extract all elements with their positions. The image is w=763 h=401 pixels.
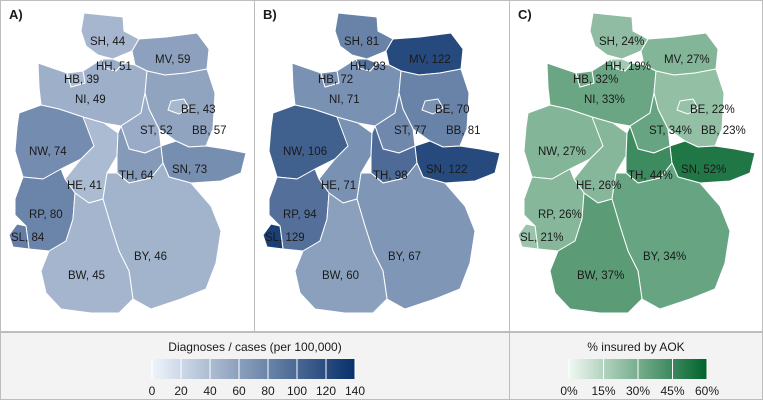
state-label-bb: BB, 57 (192, 125, 227, 137)
cases-legend: Diagnoses / cases (per 100,000) 0 20 40 60 8… (0, 332, 510, 400)
scale-tick-label: 100 (287, 384, 307, 398)
scale-tick-label: 120 (316, 384, 336, 398)
state-label-be: BE, 22% (690, 104, 735, 116)
insured-color-scale: 0% 15% 30% 45% 60% (560, 359, 719, 398)
state-label-be: BE, 70 (435, 104, 470, 116)
state-label-sl: SL, 84 (11, 232, 45, 244)
state-region-sh (80, 12, 140, 60)
cases-color-scale: 0 20 40 60 80 100 120 140 (149, 359, 365, 398)
state-label-ni: NI, 71 (329, 94, 360, 106)
state-region-sl (8, 223, 30, 250)
state-label-sn: SN, 122 (426, 164, 468, 176)
state-label-hb: HB, 39 (64, 74, 99, 86)
state-label-bw: BW, 60 (322, 270, 359, 282)
state-label-he: HE, 26% (576, 180, 621, 192)
scale-tick-label: 30% (626, 384, 650, 398)
insured-legend-title: % insured by AOK (587, 340, 685, 354)
state-label-rp: RP, 26% (538, 209, 582, 221)
state-label-sh: SH, 44 (90, 36, 126, 48)
state-label-sl: SL, 129 (265, 232, 305, 244)
state-label-mv: MV, 27% (664, 54, 710, 66)
state-label-hh: HH, 51 (96, 61, 132, 73)
state-region-sh (334, 12, 394, 60)
state-region-sh (589, 12, 649, 60)
state-region-sn (414, 140, 501, 184)
state-region-hb (320, 70, 340, 88)
scale-tick-label: 80 (261, 384, 275, 398)
state-label-rp: RP, 80 (29, 209, 63, 221)
state-region-hh (610, 58, 633, 72)
state-region-bw (549, 192, 643, 314)
map-panel-b: SH, 81 HH, 93 MV, 122 HB, 72 NI, 71 BE, 70 ST,… (254, 0, 510, 332)
state-label-ni: NI, 49 (75, 94, 106, 106)
state-label-rp: RP, 94 (283, 209, 317, 221)
state-region-be (167, 98, 190, 115)
scale-tick-label: 0 (149, 384, 156, 398)
scale-tick-label: 45% (660, 384, 684, 398)
state-label-sn: SN, 73 (172, 164, 207, 176)
panel-letter-a: A) (9, 7, 23, 22)
state-region-hb (575, 70, 595, 88)
state-region-sl (517, 223, 539, 250)
map-panel-c: SH, 24% HH, 19% MV, 27% HB, 32% NI, 33% BE, 2… (509, 0, 763, 332)
state-label-be: BE, 43 (181, 104, 216, 116)
state-region-bw (40, 192, 134, 314)
state-region-sn (669, 140, 756, 184)
state-label-hb: HB, 32% (573, 74, 618, 86)
state-label-th: TH, 98 (373, 170, 408, 182)
state-region-be (676, 98, 699, 115)
state-region-sl (262, 223, 284, 250)
state-label-sn: SN, 52% (681, 164, 726, 176)
panel-letter-c: C) (518, 7, 532, 22)
state-label-th: TH, 44% (628, 170, 673, 182)
state-label-by: BY, 46 (134, 251, 167, 263)
state-label-th: TH, 64 (119, 170, 154, 182)
state-label-by: BY, 34% (643, 251, 686, 263)
state-label-st: ST, 34% (649, 125, 692, 137)
state-label-hb: HB, 72 (318, 74, 353, 86)
state-label-bw: BW, 45 (68, 270, 105, 282)
scale-tick-label: 0% (560, 384, 578, 398)
state-label-sh: SH, 81 (344, 36, 379, 48)
state-label-hh: HH, 93 (350, 61, 386, 73)
state-label-he: HE, 41 (67, 180, 102, 192)
scale-tick-label: 140 (345, 384, 365, 398)
insured-legend: % insured by AOK 0% 15% 30% 45% 60% (509, 332, 763, 400)
scale-tick-label: 60% (695, 384, 719, 398)
germany-map-c: SH, 24% HH, 19% MV, 27% HB, 32% NI, 33% BE, 2… (517, 12, 756, 314)
scale-tick-label: 40 (203, 384, 217, 398)
state-label-sl: SL, 21% (520, 232, 563, 244)
state-label-st: ST, 77 (394, 125, 427, 137)
scale-tick-label: 15% (591, 384, 615, 398)
germany-map-a: SH, 44 HH, 51 MV, 59 HB, 39 NI, 49 BE, 43 ST, … (8, 12, 247, 314)
state-label-bw: BW, 37% (577, 270, 624, 282)
state-label-nw: NW, 74 (29, 146, 67, 158)
state-label-by: BY, 67 (388, 251, 421, 263)
state-label-mv: MV, 122 (409, 54, 451, 66)
color-scale-bar (152, 359, 355, 379)
germany-map-b: SH, 81 HH, 93 MV, 122 HB, 72 NI, 71 BE, 70 ST,… (262, 12, 501, 314)
state-region-hh (101, 58, 124, 72)
state-label-he: HE, 71 (321, 180, 356, 192)
state-region-hb (66, 70, 86, 88)
cases-legend-title: Diagnoses / cases (per 100,000) (168, 340, 342, 354)
panel-letter-b: B) (263, 7, 277, 22)
state-region-bw (294, 192, 388, 314)
map-panel-a: SH, 44 HH, 51 MV, 59 HB, 39 NI, 49 BE, 43 ST, … (0, 0, 255, 332)
state-label-hh: HH, 19% (605, 61, 651, 73)
state-region-sn (160, 140, 247, 184)
state-label-nw: NW, 27% (538, 146, 586, 158)
state-label-ni: NI, 33% (584, 94, 625, 106)
scale-tick-label: 60 (232, 384, 246, 398)
scale-tick-label: 20 (174, 384, 188, 398)
state-label-nw: NW, 106 (283, 146, 327, 158)
state-label-bb: BB, 81 (446, 125, 481, 137)
state-label-mv: MV, 59 (155, 54, 190, 66)
state-label-bb: BB, 23% (701, 125, 746, 137)
state-label-st: ST, 52 (140, 125, 173, 137)
state-region-hh (355, 58, 378, 72)
state-label-sh: SH, 24% (599, 36, 644, 48)
state-region-be (421, 98, 444, 115)
